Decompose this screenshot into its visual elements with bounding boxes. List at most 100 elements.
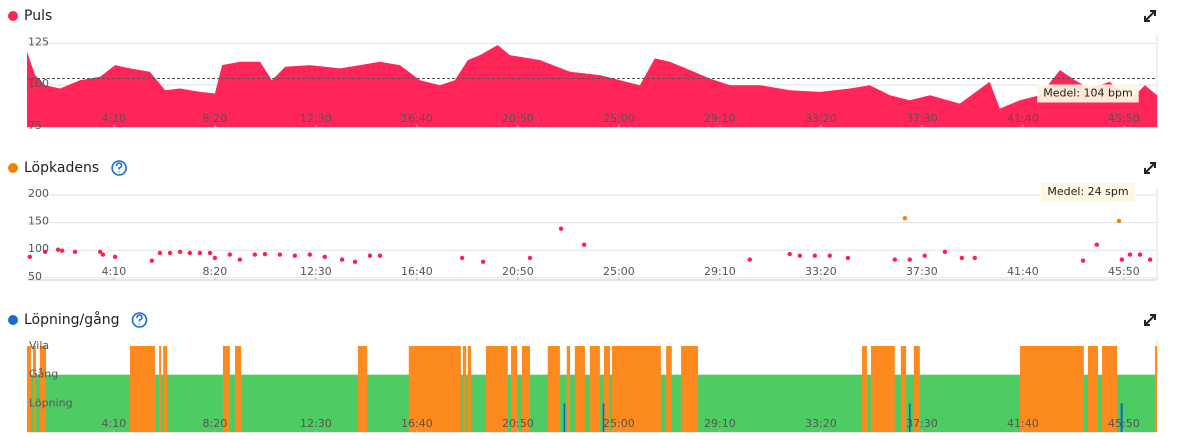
- point: [59, 248, 65, 253]
- help-mark: [115, 162, 123, 173]
- expand-icon[interactable]: [1144, 162, 1156, 174]
- x-tick-label: 20:50: [502, 417, 534, 430]
- state-segment: [900, 346, 907, 432]
- point: [322, 254, 327, 260]
- state-segment: [563, 403, 566, 432]
- x-tick-label: 29:10: [704, 112, 736, 125]
- point: [1080, 258, 1086, 263]
- area: [27, 45, 1157, 127]
- x-tick-label: 37:30: [906, 417, 938, 430]
- point: [459, 255, 465, 261]
- annotation-box: [1041, 183, 1135, 201]
- x-tick-label: 45:50: [1108, 112, 1140, 125]
- x-tick-label: 20:50: [502, 112, 534, 125]
- state-segment: [1154, 346, 1157, 432]
- state-segment: [862, 346, 867, 432]
- help-icon[interactable]: [131, 312, 148, 328]
- point: [237, 257, 243, 262]
- point: [252, 252, 258, 257]
- annotation: Medel: 24 spm: [1047, 185, 1128, 198]
- point: [55, 247, 61, 252]
- state-segment: [603, 346, 610, 432]
- point: [1116, 218, 1122, 224]
- point: [157, 250, 163, 256]
- x-tick-label: 37:30: [906, 265, 938, 278]
- point: [558, 226, 564, 231]
- x-tick-label: 4:10: [102, 112, 127, 125]
- legend-dot: [8, 11, 18, 21]
- help-mark: [136, 314, 143, 325]
- point: [797, 253, 803, 258]
- state-segment: [408, 346, 461, 432]
- point: [177, 249, 183, 255]
- y-tick-label: Löpning: [29, 396, 73, 409]
- expand-icon[interactable]: [1144, 314, 1156, 326]
- point: [942, 249, 948, 255]
- point: [845, 255, 851, 261]
- point: [827, 253, 832, 258]
- point: [1119, 257, 1125, 262]
- x-tick-label: 29:10: [704, 265, 736, 278]
- state-segment: [589, 346, 600, 432]
- point: [902, 215, 908, 221]
- state-segment: [1120, 403, 1123, 432]
- chart-title: Puls: [24, 8, 52, 24]
- expand-icon[interactable]: [1144, 10, 1156, 22]
- y-tick-label: 125: [28, 35, 49, 48]
- point: [27, 254, 33, 260]
- y-tick-label: 75: [28, 119, 42, 132]
- x-tick-label: 12:30: [300, 112, 332, 125]
- point: [1147, 257, 1153, 262]
- point: [959, 255, 965, 261]
- point: [207, 250, 213, 256]
- point: [352, 259, 358, 264]
- x-tick-label: 33:20: [805, 265, 837, 278]
- x-tick-label: 25:00: [603, 265, 635, 278]
- point: [97, 249, 103, 255]
- point: [787, 251, 792, 257]
- point: [892, 257, 898, 262]
- x-tick-label: 41:40: [1007, 112, 1039, 125]
- x-tick-label: 4:10: [102, 265, 127, 278]
- state-segment: [222, 346, 230, 432]
- point: [187, 250, 193, 256]
- state-segment: [235, 346, 242, 432]
- point: [747, 257, 752, 262]
- point: [112, 254, 118, 260]
- state-segment: [159, 346, 162, 432]
- point: [907, 257, 912, 262]
- point: [922, 253, 927, 258]
- help-icon[interactable]: [111, 160, 127, 176]
- x-tick-label: 16:40: [401, 417, 433, 430]
- state-segment: [467, 346, 472, 432]
- state-segment: [681, 346, 699, 432]
- state-segment: [666, 346, 672, 432]
- x-tick-label: 33:20: [805, 417, 837, 430]
- state-segment: [1102, 346, 1118, 432]
- state-segment: [357, 346, 368, 432]
- state-segment: [611, 346, 661, 432]
- x-tick-label: 16:40: [401, 265, 433, 278]
- y-tick-label: 50: [28, 270, 42, 283]
- x-tick-label: 4:10: [102, 417, 127, 430]
- point: [262, 251, 268, 257]
- y-tick-label: Gång: [29, 368, 58, 381]
- point: [307, 252, 313, 257]
- state-segment: [1020, 346, 1084, 432]
- legend-dot: [8, 315, 18, 325]
- point: [367, 253, 373, 258]
- annotation-box: [1037, 84, 1139, 103]
- point: [42, 249, 48, 255]
- state-segment: [547, 346, 560, 432]
- x-tick-label: 25:00: [603, 417, 635, 430]
- y-tick-label: 100: [28, 77, 49, 90]
- y-tick-label: Vila: [29, 339, 49, 352]
- state-segment: [870, 346, 895, 432]
- point: [212, 255, 218, 261]
- x-tick-label: 25:00: [603, 112, 635, 125]
- point: [227, 252, 233, 257]
- state-segment: [574, 346, 585, 432]
- point: [527, 255, 533, 261]
- point: [149, 258, 155, 263]
- chart-title: Löpkadens: [24, 160, 99, 176]
